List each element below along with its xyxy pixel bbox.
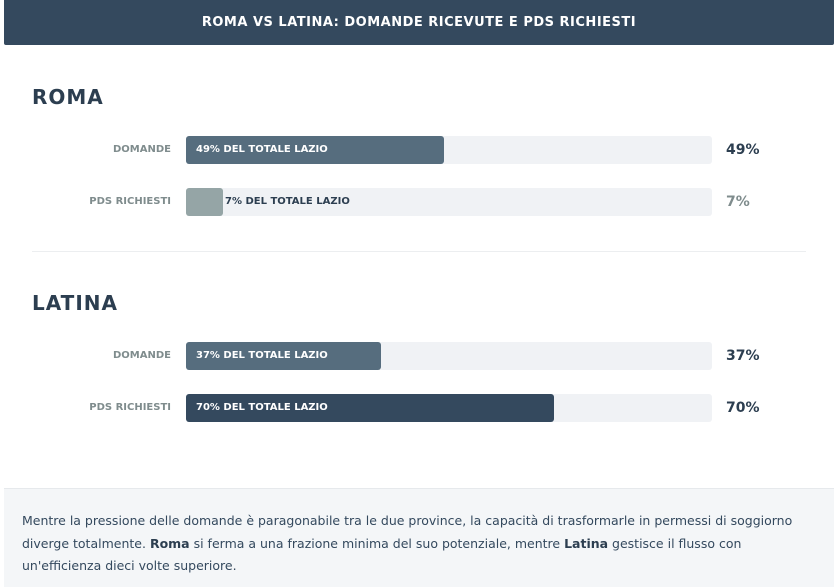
bar-row: PDS RICHIESTI 7% DEL TOTALE LAZIO 7% (0, 188, 834, 216)
footer-bold-roma: Roma (149, 535, 190, 551)
bar-value: 49% (726, 142, 760, 158)
bar-data-label: 37% DEL TOTALE LAZIO (196, 350, 328, 361)
bar-fill (186, 394, 554, 422)
bar-label: DOMANDE (113, 144, 171, 155)
section-title: LATINA (32, 291, 118, 315)
bar-fill (186, 342, 381, 370)
chart-title: ROMA VS LATINA: DOMANDE RICEVUTE E PDS R… (201, 15, 637, 30)
bar-row: DOMANDE 49% DEL TOTALE LAZIO 49% (0, 136, 834, 164)
bar-data-label: 7% DEL TOTALE LAZIO (225, 196, 350, 207)
bar-value: 37% (726, 348, 760, 364)
bar-value: 7% (726, 194, 750, 210)
section-title: ROMA (32, 85, 104, 109)
footer-note: Mentre la pressione delle domande è para… (4, 488, 834, 587)
bar-data-label: 49% DEL TOTALE LAZIO (196, 144, 328, 155)
footer-text-1: Mentre la pressione delle domande è para… (22, 513, 793, 551)
footer-text-3: gestisce il flusso con un'efficienza die… (22, 535, 742, 574)
bar-row: DOMANDE 37% DEL TOTALE LAZIO 37% (0, 342, 834, 370)
bar-data-label: 70% DEL TOTALE LAZIO (196, 402, 328, 413)
bar-fill (186, 136, 444, 164)
bar-row: PDS RICHIESTI 70% DEL TOTALE LAZIO 70% (0, 394, 834, 422)
section-divider (32, 251, 806, 252)
bar-fill (186, 188, 223, 216)
chart-header: ROMA VS LATINA: DOMANDE RICEVUTE E PDS R… (4, 0, 834, 45)
bar-track: 7% DEL TOTALE LAZIO (186, 188, 712, 216)
bar-label: PDS RICHIESTI (89, 402, 171, 413)
bar-track: 70% DEL TOTALE LAZIO (186, 394, 712, 422)
footer-text-2: si ferma a una frazione minima del suo p… (189, 535, 565, 551)
bar-value: 70% (726, 400, 760, 416)
footer-bold-latina: Latina (564, 535, 609, 551)
bar-label: PDS RICHIESTI (89, 196, 171, 207)
bar-track: 37% DEL TOTALE LAZIO (186, 342, 712, 370)
bar-label: DOMANDE (113, 350, 171, 361)
bar-track: 49% DEL TOTALE LAZIO (186, 136, 712, 164)
